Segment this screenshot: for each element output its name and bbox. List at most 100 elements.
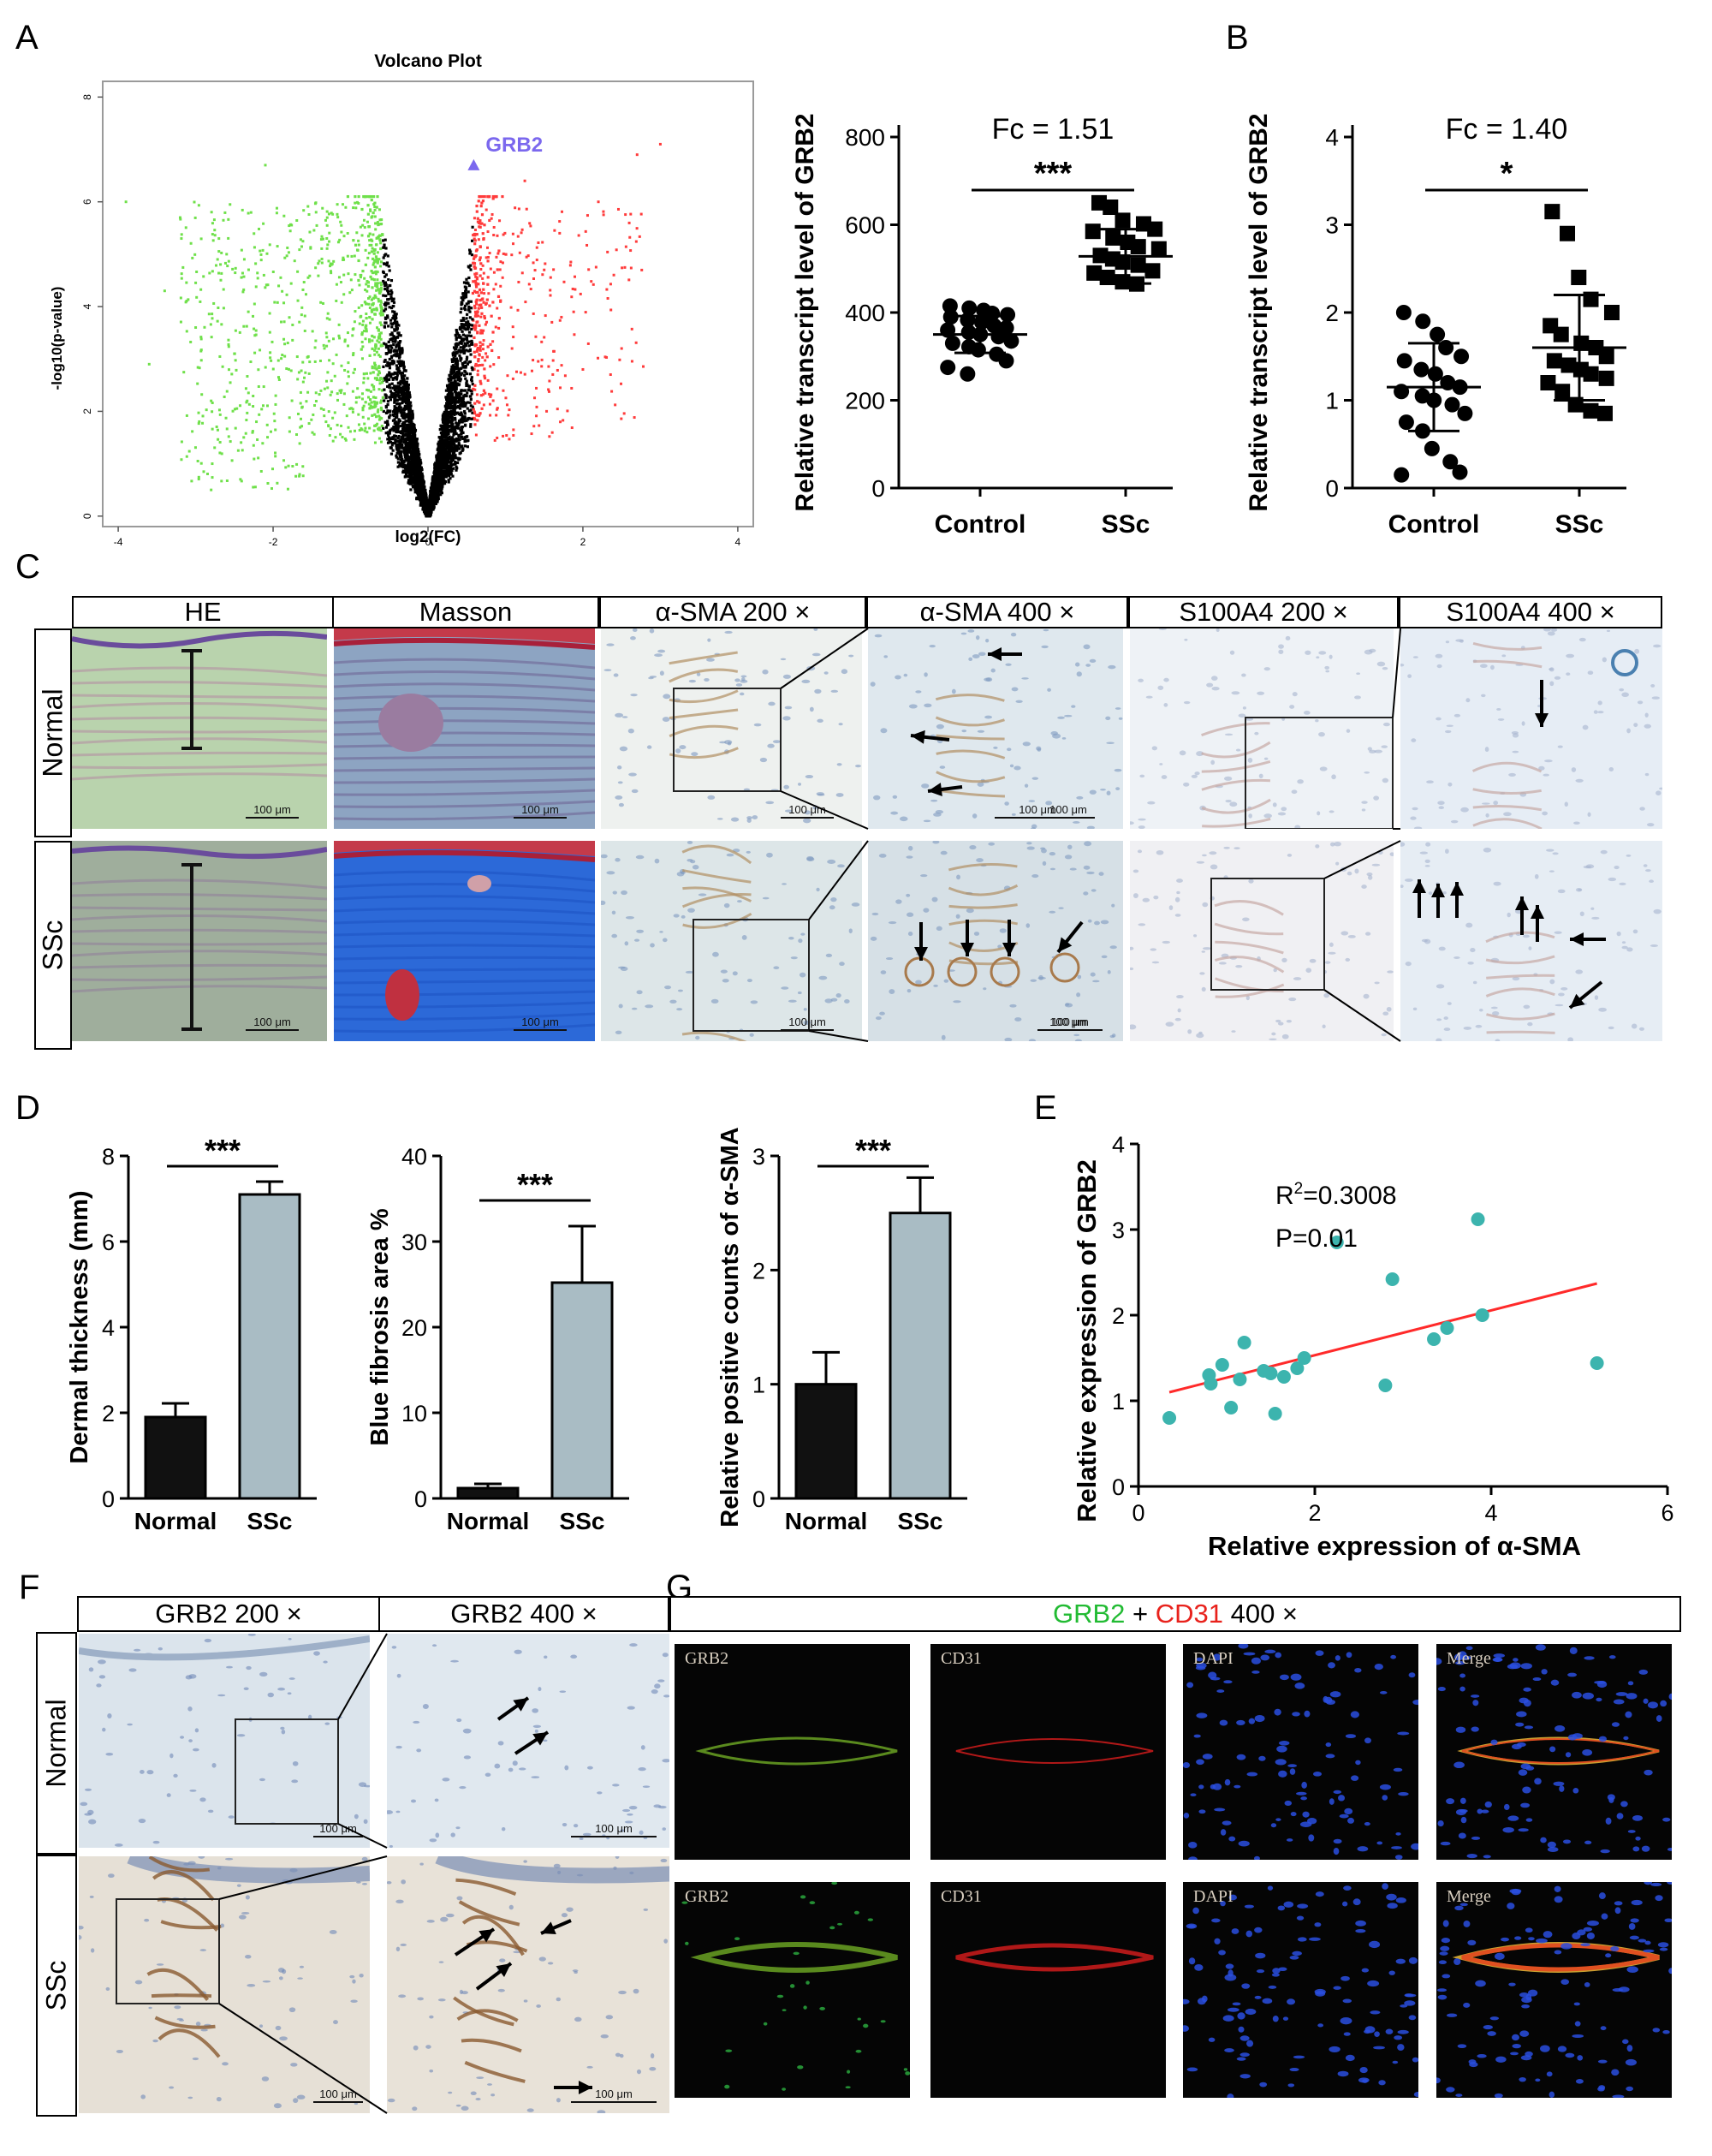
volcano-point — [288, 416, 291, 420]
volcano-point — [486, 259, 490, 263]
volcano-point — [390, 325, 394, 329]
volcano-point — [415, 475, 419, 479]
volcano-point — [479, 364, 482, 367]
volcano-point — [308, 274, 312, 277]
volcano-point — [348, 407, 352, 410]
volcano-point — [556, 408, 559, 411]
volcano-point — [403, 466, 407, 469]
volcano-point — [469, 425, 473, 428]
volcano-point — [447, 389, 450, 392]
volcano-point — [407, 482, 412, 485]
volcano-point — [476, 348, 479, 352]
volcano-point — [398, 402, 401, 406]
volcano-point — [446, 461, 449, 464]
volcano-point — [249, 360, 253, 364]
volcano-point — [384, 411, 389, 414]
volcano-point — [425, 497, 428, 500]
volcano-point — [342, 258, 346, 261]
volcano-point — [376, 261, 379, 265]
volcano-point — [422, 499, 426, 503]
volcano-point — [242, 436, 246, 439]
volcano-point — [462, 325, 466, 329]
volcano-point — [216, 428, 219, 432]
volcano-point — [260, 408, 264, 411]
volcano-point — [372, 429, 376, 432]
volcano-point — [364, 337, 367, 341]
volcano-point — [334, 436, 337, 439]
volcano-point — [241, 271, 244, 275]
volcano-point — [244, 432, 247, 435]
volcano-point — [424, 504, 428, 509]
volcano-point — [277, 378, 281, 382]
volcano-point — [396, 366, 401, 370]
volcano-point — [463, 350, 467, 354]
volcano-point — [407, 464, 411, 468]
volcano-point — [484, 323, 487, 326]
volcano-point — [373, 353, 377, 356]
volcano-point — [320, 247, 324, 250]
volcano-point — [461, 437, 465, 440]
volcano-point — [422, 502, 425, 505]
volcano-point — [355, 231, 359, 235]
volcano-point — [398, 347, 401, 350]
volcano-point — [220, 271, 223, 275]
volcano-point — [445, 414, 449, 417]
volcano-point — [468, 401, 472, 404]
volcano-point — [195, 270, 199, 273]
volcano-point — [357, 413, 360, 416]
volcano-point — [242, 275, 246, 278]
volcano-point — [444, 406, 448, 409]
volcano-point — [386, 378, 389, 381]
volcano-point — [193, 253, 197, 256]
volcano-point — [360, 392, 364, 396]
volcano-point — [378, 377, 382, 380]
volcano-point — [261, 442, 265, 445]
volcano-point — [298, 474, 301, 478]
volcano-point — [391, 449, 395, 452]
volcano-point — [443, 450, 447, 454]
volcano-point — [315, 223, 318, 227]
volcano-point — [450, 381, 454, 384]
volcano-point — [455, 338, 458, 342]
volcano-point — [392, 297, 395, 301]
volcano-point — [180, 458, 183, 462]
volcano-point — [197, 422, 200, 426]
volcano-point — [357, 306, 360, 309]
volcano-point — [453, 377, 456, 380]
volcano-point — [328, 231, 331, 235]
volcano-point — [490, 314, 493, 318]
volcano-point — [398, 464, 401, 468]
volcano-point — [299, 426, 302, 429]
volcano-point — [385, 261, 389, 265]
volcano-point — [357, 239, 360, 242]
volcano-point — [395, 325, 398, 328]
volcano-point — [412, 460, 415, 463]
volcano-point — [482, 271, 485, 275]
volcano-point — [352, 239, 355, 242]
volcano-point — [461, 397, 465, 401]
volcano-point — [435, 489, 438, 493]
volcano-point — [266, 436, 270, 439]
volcano-point — [320, 257, 324, 260]
volcano-point — [329, 265, 332, 268]
volcano-point — [449, 406, 453, 409]
volcano-point — [383, 301, 388, 305]
volcano-point — [386, 409, 389, 413]
volcano-point — [373, 348, 377, 352]
volcano-point — [393, 408, 396, 411]
volcano-point — [415, 446, 419, 450]
volcano-point — [461, 337, 464, 341]
volcano-point — [407, 431, 411, 434]
volcano-point — [313, 360, 317, 363]
volcano-point — [465, 317, 468, 320]
volcano-point — [395, 367, 399, 371]
volcano-point — [446, 421, 450, 425]
volcano-point — [391, 372, 395, 376]
volcano-point — [405, 384, 408, 387]
volcano-point — [415, 473, 419, 477]
volcano-point — [421, 479, 425, 482]
volcano-point — [220, 452, 223, 456]
volcano-point — [426, 515, 431, 518]
volcano-point — [331, 362, 335, 366]
volcano-point — [407, 459, 411, 463]
